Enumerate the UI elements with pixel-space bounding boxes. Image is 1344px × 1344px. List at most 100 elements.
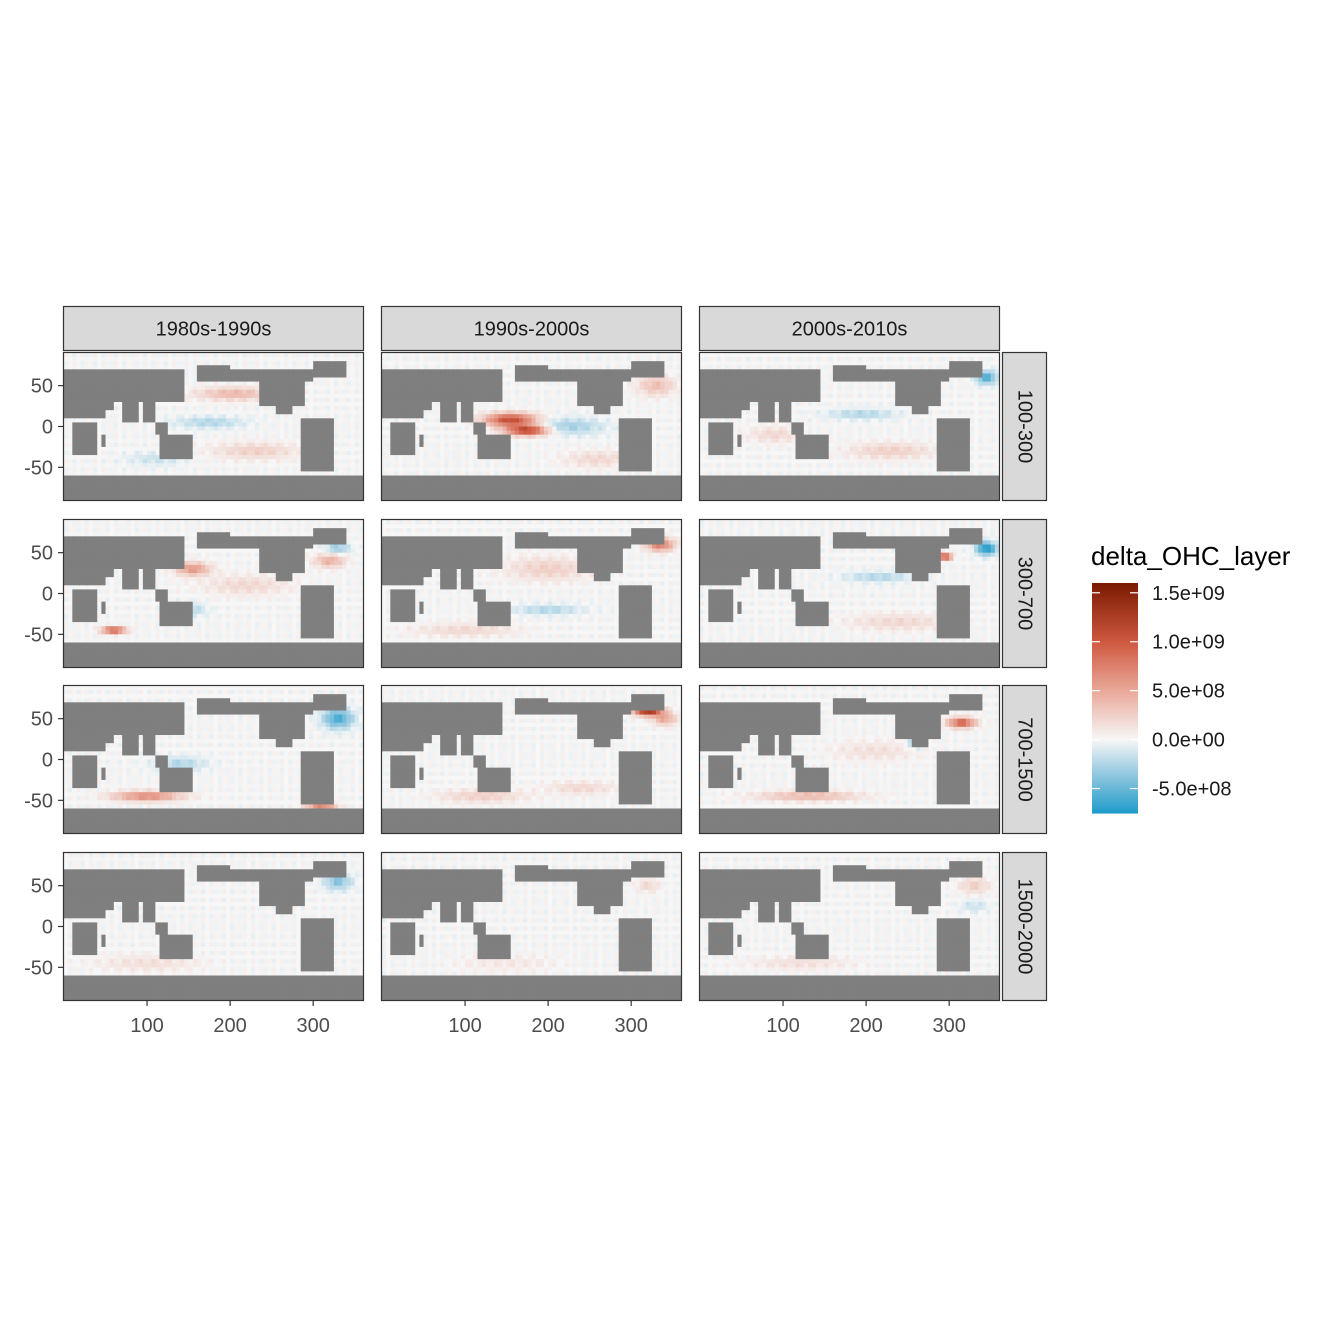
- heatmap-cell: [581, 455, 586, 460]
- heatmap-cell: [577, 394, 582, 399]
- heatmap-cell: [317, 484, 322, 489]
- heatmap-cell: [230, 394, 235, 399]
- heatmap-cell: [297, 365, 302, 370]
- heatmap-cell: [419, 480, 424, 485]
- heatmap-cell: [615, 353, 620, 358]
- heatmap-cell: [184, 496, 189, 501]
- heatmap-cell: [263, 496, 268, 501]
- heatmap-cell: [473, 443, 478, 448]
- heatmap-cell: [189, 480, 194, 485]
- heatmap-cell: [139, 476, 144, 481]
- heatmap-cell: [511, 418, 516, 423]
- heatmap-cell: [590, 435, 595, 440]
- heatmap-cell: [677, 398, 682, 403]
- heatmap-cell: [399, 488, 404, 493]
- heatmap-cell: [122, 357, 127, 362]
- heatmap-cell: [168, 414, 173, 419]
- heatmap-cell: [540, 422, 545, 427]
- heatmap-cell: [382, 402, 387, 407]
- heatmap-cell: [569, 439, 574, 444]
- heatmap-cell: [321, 439, 326, 444]
- heatmap-cell: [544, 422, 549, 427]
- heatmap-cell: [64, 418, 69, 423]
- heatmap-cell: [355, 488, 360, 493]
- heatmap-cell: [619, 476, 624, 481]
- heatmap-cell: [338, 467, 343, 472]
- heatmap-cell: [623, 476, 628, 481]
- heatmap-cell: [155, 480, 160, 485]
- heatmap-cell: [326, 463, 331, 468]
- heatmap-cell: [288, 447, 293, 452]
- heatmap-cell: [338, 378, 343, 383]
- heatmap-cell: [440, 398, 445, 403]
- heatmap-cell: [284, 418, 289, 423]
- heatmap-cell: [532, 357, 537, 362]
- heatmap-cell: [180, 365, 185, 370]
- heatmap-cell: [126, 488, 131, 493]
- heatmap-cell: [498, 398, 503, 403]
- heatmap-cell: [590, 406, 595, 411]
- heatmap-cell: [386, 435, 391, 440]
- heatmap-cell: [172, 467, 177, 472]
- heatmap-cell: [97, 435, 102, 440]
- heatmap-cell: [390, 422, 395, 427]
- heatmap-cell: [615, 402, 620, 407]
- heatmap-cell: [590, 418, 595, 423]
- heatmap-cell: [346, 484, 351, 489]
- heatmap-cell: [386, 467, 391, 472]
- heatmap-cell: [490, 398, 495, 403]
- heatmap-cell: [486, 369, 491, 374]
- heatmap-cell: [106, 365, 111, 370]
- heatmap-cell: [222, 463, 227, 468]
- heatmap-cell: [532, 378, 537, 383]
- heatmap-cell: [448, 398, 453, 403]
- heatmap-cell: [267, 492, 272, 497]
- heatmap-cell: [267, 361, 272, 366]
- heatmap-cell: [561, 382, 566, 387]
- heatmap-cell: [222, 455, 227, 460]
- heatmap-cell: [130, 402, 135, 407]
- heatmap-cell: [394, 406, 399, 411]
- heatmap-cell: [284, 427, 289, 432]
- heatmap-cell: [101, 422, 106, 427]
- heatmap-cell: [176, 414, 181, 419]
- heatmap-cell: [569, 459, 574, 464]
- heatmap-cell: [465, 471, 470, 476]
- heatmap-cell: [585, 406, 590, 411]
- heatmap-cell: [561, 443, 566, 448]
- heatmap-cell: [355, 422, 360, 427]
- heatmap-cell: [644, 484, 649, 489]
- heatmap-cell: [288, 390, 293, 395]
- heatmap-cell: [130, 435, 135, 440]
- heatmap-cell: [135, 496, 140, 501]
- heatmap-cell: [482, 369, 487, 374]
- heatmap-cell: [126, 496, 131, 501]
- heatmap-cell: [259, 484, 264, 489]
- heatmap-cell: [214, 357, 219, 362]
- heatmap-cell: [473, 373, 478, 378]
- heatmap-cell: [677, 427, 682, 432]
- heatmap-cell: [511, 353, 516, 358]
- heatmap-cell: [85, 455, 90, 460]
- heatmap-cell: [201, 484, 206, 489]
- heatmap-cell: [507, 414, 512, 419]
- heatmap-cell: [234, 476, 239, 481]
- heatmap-cell: [76, 410, 81, 415]
- heatmap-cell: [461, 480, 466, 485]
- heatmap-cell: [305, 414, 310, 419]
- heatmap-cell: [297, 484, 302, 489]
- heatmap-cell: [214, 476, 219, 481]
- heatmap-cell: [280, 451, 285, 456]
- heatmap-cell: [598, 406, 603, 411]
- heatmap-cell: [110, 443, 115, 448]
- heatmap-cell: [415, 443, 420, 448]
- heatmap-cell: [602, 463, 607, 468]
- heatmap-cell: [432, 422, 437, 427]
- heatmap-cell: [280, 402, 285, 407]
- heatmap-cell: [259, 427, 264, 432]
- heatmap-cell: [267, 402, 272, 407]
- heatmap-cell: [436, 447, 441, 452]
- heatmap-cell: [197, 431, 202, 436]
- heatmap-cell: [440, 382, 445, 387]
- heatmap-cell: [76, 390, 81, 395]
